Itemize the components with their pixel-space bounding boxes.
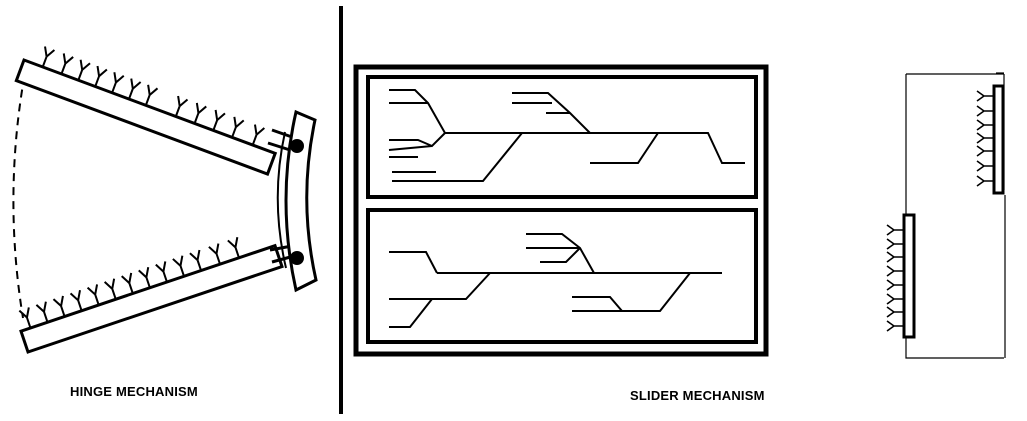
upper-pivot — [290, 139, 304, 153]
side-lower-elements — [886, 224, 905, 332]
slider-upper-panel — [366, 75, 758, 199]
slider-mechanism — [353, 64, 1006, 359]
lower-panel — [18, 236, 284, 354]
slider-side-view — [886, 72, 1006, 359]
slider-lower-panel — [366, 208, 758, 344]
upper-panel — [14, 45, 278, 176]
hinge-mechanism-label: HINGE MECHANISM — [70, 384, 198, 399]
side-lower-panel — [902, 213, 916, 339]
slider-mechanism-label: SLIDER MECHANISM — [630, 388, 765, 403]
upper-panel-traces — [388, 89, 745, 182]
lower-panel-traces — [389, 233, 722, 328]
swing-arc — [12, 61, 28, 319]
side-upper-elements — [976, 90, 995, 187]
hinge-mechanism — [12, 45, 318, 354]
hinge-bracket — [284, 109, 318, 293]
lower-pivot — [290, 251, 304, 265]
side-upper-panel — [992, 84, 1005, 195]
upper-hinge-link — [267, 128, 293, 152]
